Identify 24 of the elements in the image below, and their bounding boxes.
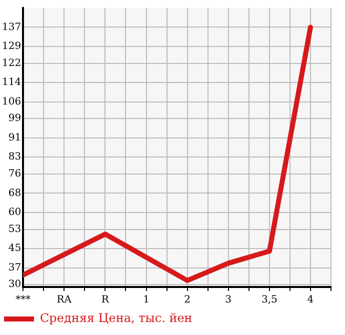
y-tick-label: 91 [8, 132, 22, 144]
y-tick-label: 83 [8, 152, 22, 163]
y-tick-label: 122 [2, 58, 22, 69]
y-tick-label: 76 [8, 168, 22, 180]
y-tick-label: 106 [2, 96, 22, 108]
y-tick-label: 137 [2, 22, 22, 33]
y-tick-label: 114 [2, 77, 22, 88]
y-tick-label: 30 [8, 279, 22, 290]
y-tick-label: 129 [2, 41, 22, 52]
x-tick-label: *** [16, 294, 31, 306]
x-tick-label: 1 [143, 294, 150, 306]
x-tick-label: 3,5 [261, 294, 278, 306]
x-tick-label: RA [56, 294, 72, 306]
x-tick-label: 2 [184, 294, 190, 306]
y-tick-label: 99 [8, 113, 22, 124]
y-tick-label: 53 [8, 224, 22, 235]
y-tick-label: 68 [8, 188, 22, 199]
y-tick-label: 60 [8, 207, 22, 218]
x-tick-label: R [101, 294, 110, 306]
x-tick-label: 4 [307, 294, 314, 306]
legend-label: Средняя Цена, тыс. йен [40, 311, 192, 326]
y-tick-label: 37 [8, 262, 22, 274]
x-tick-label: 3 [225, 294, 232, 306]
y-tick-label: 45 [8, 243, 22, 254]
